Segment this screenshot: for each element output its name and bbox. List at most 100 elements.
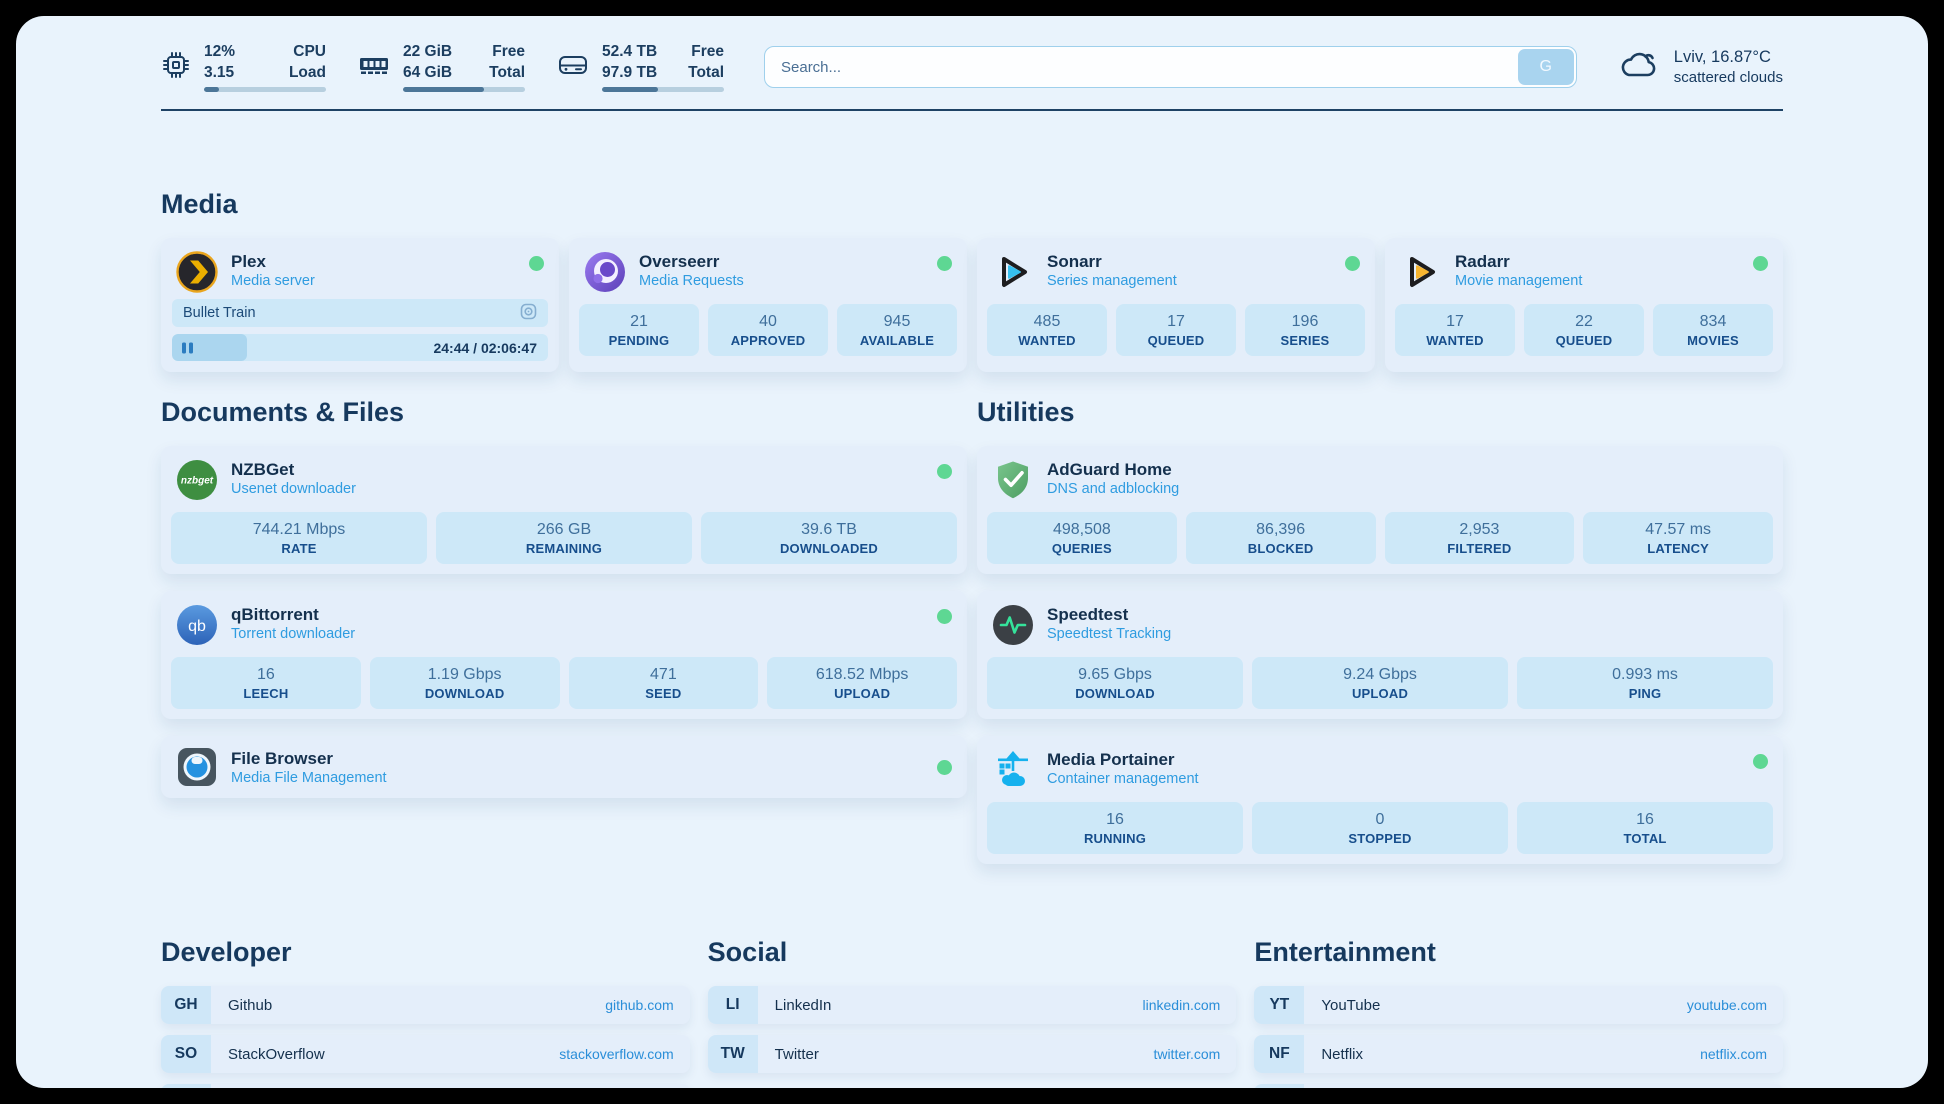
filebrowser-card[interactable]: File Browser Media File Management — [161, 736, 967, 798]
bookmark-abbr: TW — [707, 1035, 758, 1073]
bookmark-url: netflix.com — [1700, 1046, 1768, 1062]
stat-stopped: 0 STOPPED — [1252, 802, 1508, 854]
sonarr-card[interactable]: Sonarr Series management 485 WANTED 17 QUE… — [977, 238, 1375, 372]
app-subtitle: DNS and adblocking — [1047, 481, 1180, 498]
weather-widget[interactable]: Lviv, 16.87°C scattered clouds — [1617, 46, 1783, 89]
weather-location-temp: Lviv, 16.87°C — [1673, 47, 1771, 66]
bookmark-abbr: NF — [1254, 1035, 1305, 1073]
app-subtitle: Movie management — [1455, 273, 1583, 290]
nzbget-icon: nzbget — [176, 459, 218, 501]
cpu-load-value: 3.15 — [204, 63, 235, 81]
app-name: AdGuard Home — [1047, 460, 1172, 479]
stat-downloaded: 39.6 TB DOWNLOADED — [701, 512, 957, 564]
search-bar: G — [764, 46, 1577, 88]
stat-queued: 17 QUEUED — [1116, 304, 1236, 356]
app-name: Sonarr — [1047, 252, 1102, 271]
adguard-icon — [992, 459, 1034, 501]
status-dot — [937, 256, 952, 271]
app-subtitle: Torrent downloader — [231, 626, 356, 643]
overseerr-icon — [584, 251, 626, 293]
now-playing-row: Bullet Train — [172, 299, 548, 327]
search-engine-button[interactable]: G — [1517, 49, 1574, 85]
ram-free-value: 22 GiB — [403, 43, 453, 61]
bookmark-url: youtube.com — [1686, 997, 1768, 1013]
speedtest-card[interactable]: Speedtest Speedtest Tracking 9.65 Gbps DO… — [977, 591, 1783, 719]
bookmark-abbr: LI — [707, 986, 758, 1024]
cpu-widget: 12% CPU 3.15 Load — [161, 42, 326, 92]
cpu-progress-bar — [204, 86, 326, 92]
ram-free-label: Free — [492, 43, 525, 61]
app-name: qBittorrent — [231, 605, 319, 624]
stat-upload: 9.24 Gbps UPLOAD — [1252, 657, 1508, 709]
section-title-media: Media — [161, 189, 238, 219]
bookmark-netflix[interactable]: NF Netflix netflix.com — [1254, 1035, 1784, 1073]
stat-blocked: 86,396 BLOCKED — [1185, 512, 1376, 564]
app-name: Radarr — [1455, 252, 1510, 271]
bookmark-reddit[interactable]: RE Reddit reddit.com — [1254, 1084, 1784, 1088]
disk-free-label: Free — [691, 43, 724, 61]
overseerr-card[interactable]: Overseerr Media Requests 21 PENDING 40 APP… — [569, 238, 967, 372]
status-dot — [1345, 256, 1360, 271]
portainer-card[interactable]: Media Portainer Container management 16 R… — [977, 736, 1783, 864]
nzbget-card[interactable]: nzbget NZBGet Usenet downloader 744.21 M… — [161, 446, 967, 574]
stat-available: 945 AVAILABLE — [837, 304, 957, 356]
bookmark-abbr: DT — [161, 1084, 211, 1088]
playback-progress-bar[interactable]: 24:44 / 02:06:47 — [172, 334, 548, 361]
topbar-divider — [161, 109, 1783, 111]
app-subtitle: Media Requests — [639, 273, 744, 290]
portainer-icon — [992, 749, 1034, 791]
bookmark-abbr: GH — [161, 986, 211, 1024]
bookmark-url: github.com — [605, 997, 674, 1013]
ram-widget: 22 GiB Free 64 GiB Total — [358, 42, 525, 92]
bookmark-url: stackoverflow.com — [559, 1046, 674, 1062]
stat-filtered: 2,953 FILTERED — [1384, 512, 1575, 564]
bookmark-twitter[interactable]: TW Twitter twitter.com — [707, 1035, 1237, 1073]
weather-cloud-icon — [1617, 47, 1661, 86]
stat-queued: 22 QUEUED — [1524, 304, 1644, 356]
app-name: File Browser — [231, 748, 334, 768]
bookmark-name: Netflix — [1321, 1045, 1364, 1063]
bookmark-linkedin[interactable]: LI LinkedIn linkedin.com — [707, 986, 1237, 1024]
bookmark-group-developer: Developer GH Github github.com SO StackO… — [161, 937, 690, 1088]
disk-icon — [557, 50, 589, 85]
stat-seed: 471 SEED — [568, 657, 759, 709]
section-title-social: Social — [707, 937, 788, 967]
bookmark-github[interactable]: GH Github github.com — [161, 986, 690, 1024]
plex-card[interactable]: Plex Media server Bullet Train — [161, 238, 559, 372]
bookmark-group-social: Social LI LinkedIn linkedin.com TW Twitt… — [707, 937, 1237, 1088]
qbittorrent-card[interactable]: qb qBittorrent Torrent downloader 16 LEEC… — [161, 591, 967, 719]
pause-icon[interactable] — [182, 342, 193, 353]
sonarr-icon — [992, 251, 1034, 293]
stat-leech: 16 LEECH — [171, 657, 361, 709]
bookmark-url: linkedin.com — [1142, 997, 1221, 1013]
stat-latency: 47.57 ms LATENCY — [1583, 512, 1773, 564]
bookmark-name: LinkedIn — [774, 996, 832, 1014]
filebrowser-icon — [176, 746, 218, 788]
bookmark-name: YouTube — [1321, 996, 1381, 1014]
section-title-documents: Documents & Files — [161, 397, 405, 427]
stat-approved: 40 APPROVED — [708, 304, 828, 356]
app-subtitle: Container management — [1047, 771, 1199, 788]
app-name: Speedtest — [1047, 605, 1129, 624]
media-settings-icon[interactable] — [520, 303, 537, 324]
radarr-card[interactable]: Radarr Movie management 17 WANTED 22 QUEUE… — [1385, 238, 1783, 372]
cpu-icon — [161, 50, 191, 85]
status-dot — [937, 609, 952, 624]
stat-wanted: 485 WANTED — [987, 304, 1107, 356]
stat-pending: 21 PENDING — [579, 304, 699, 356]
search-input[interactable] — [764, 46, 1577, 88]
adguard-card[interactable]: AdGuard Home DNS and adblocking 498,508 Q… — [977, 446, 1783, 574]
app-subtitle: Media server — [231, 273, 315, 290]
top-bar: 12% CPU 3.15 Load — [161, 40, 1783, 94]
app-name: Plex — [231, 252, 266, 271]
app-name: Media Portainer — [1047, 750, 1175, 769]
section-title-utilities: Utilities — [977, 397, 1075, 427]
bookmark-dev[interactable]: DT DEV dev.to — [161, 1084, 690, 1088]
bookmark-group-entertainment: Entertainment YT YouTube youtube.com NF … — [1254, 937, 1784, 1088]
bookmark-name: Github — [228, 996, 273, 1014]
bookmark-youtube[interactable]: YT YouTube youtube.com — [1254, 986, 1784, 1024]
stat-queries: 498,508 QUERIES — [987, 512, 1177, 564]
stat-upload: 618.52 Mbps UPLOAD — [767, 657, 957, 709]
bookmark-abbr: SO — [161, 1035, 211, 1073]
bookmark-stackoverflow[interactable]: SO StackOverflow stackoverflow.com — [161, 1035, 690, 1073]
